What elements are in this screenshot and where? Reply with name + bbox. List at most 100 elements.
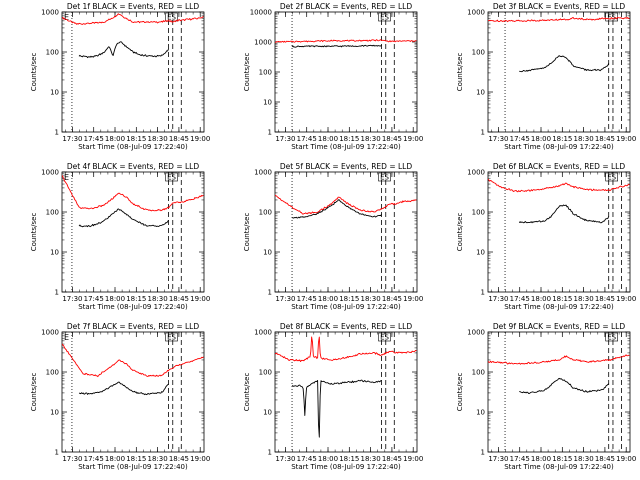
plot-frame — [61, 171, 205, 293]
panel-det-3: Det 3f BLACK = Events, RED = LLD 1 10 100 10… — [456, 2, 636, 151]
y-tick-label: 1000 — [41, 329, 59, 337]
x-tick-label: 18:45 — [382, 455, 402, 463]
y-tick-label: 10000 — [250, 9, 272, 17]
x-tick-label: 17:30 — [275, 455, 295, 463]
y-tick-label: 100 — [259, 209, 272, 217]
plot-frame — [487, 171, 631, 293]
x-tick-label: 17:30 — [275, 135, 295, 143]
panel-title: Det 7f BLACK = Events, RED = LLD — [67, 322, 200, 331]
corner-label-box — [165, 172, 178, 182]
corner-label-right: ES — [380, 174, 389, 182]
y-axis-label: Counts/sec — [456, 213, 464, 252]
y-tick-label: 10 — [50, 89, 59, 97]
x-tick-label: 19:00 — [190, 135, 210, 143]
data-layer — [62, 343, 204, 396]
y-tick-label: 10 — [263, 249, 272, 257]
corner-label-left: E — [64, 333, 69, 342]
events-series-line — [291, 379, 382, 438]
x-tick-label: 19:00 — [190, 295, 210, 303]
lld-series-line — [488, 178, 630, 193]
panel-det-1: Det 1f BLACK = Events, RED = LLD 1 10 100 10… — [30, 2, 210, 151]
y-tick-label: 1000 — [467, 169, 485, 177]
lld-series-line — [488, 17, 630, 23]
x-axis-label: Start Time (08-Jul-09 17:22:40) — [291, 143, 401, 151]
x-axis-label: Start Time (08-Jul-09 17:22:40) — [78, 143, 188, 151]
y-tick-label: 10 — [476, 89, 485, 97]
data-layer — [62, 175, 204, 228]
corner-label-right: ES — [167, 14, 176, 22]
y-tick-label: 1 — [268, 129, 272, 137]
x-tick-label: 18:00 — [105, 295, 125, 303]
x-tick-label: 17:30 — [488, 135, 508, 143]
y-axis-label: Counts/sec — [30, 373, 38, 412]
x-tick-label: 17:45 — [84, 455, 104, 463]
y-axis-label: Counts/sec — [30, 213, 38, 252]
panel-det-2: Det 2f BLACK = Events, RED = LLD 1 10 100 10… — [243, 2, 423, 151]
lld-series-line — [488, 354, 630, 365]
y-axis-label: Counts/sec — [30, 53, 38, 92]
y-tick-label: 100 — [472, 209, 485, 217]
data-layer — [488, 354, 630, 394]
events-series-line — [78, 208, 169, 228]
y-tick-label: 1 — [268, 289, 272, 297]
x-tick-label: 18:30 — [148, 455, 168, 463]
events-series-line — [78, 41, 169, 59]
y-tick-label: 1000 — [41, 169, 59, 177]
x-tick-label: 18:00 — [318, 295, 338, 303]
y-tick-label: 1000 — [467, 329, 485, 337]
panel-det-9: Det 9f BLACK = Events, RED = LLD 1 10 100 10… — [456, 322, 636, 471]
x-tick-label: 17:30 — [62, 135, 82, 143]
plot-frame — [274, 11, 418, 133]
panel-det-6: Det 6f BLACK = Events, RED = LLD 1 10 100 10… — [456, 162, 636, 311]
x-tick-label: 18:30 — [148, 295, 168, 303]
y-tick-label: 100 — [46, 209, 59, 217]
x-axis-label: Start Time (08-Jul-09 17:22:40) — [504, 303, 614, 311]
plot-frame — [487, 11, 631, 133]
x-tick-label: 19:00 — [616, 455, 636, 463]
corner-label-box — [378, 12, 391, 22]
x-tick-label: 17:30 — [488, 295, 508, 303]
x-tick-label: 18:15 — [126, 295, 146, 303]
lld-series-line — [275, 39, 417, 43]
panel-title: Det 9f BLACK = Events, RED = LLD — [493, 322, 626, 331]
y-tick-label: 1 — [55, 289, 59, 297]
panel-title: Det 5f BLACK = Events, RED = LLD — [280, 162, 413, 171]
x-tick-label: 17:45 — [84, 295, 104, 303]
y-tick-label: 10 — [476, 409, 485, 417]
data-layer — [488, 178, 630, 224]
y-tick-label: 1000 — [254, 39, 272, 47]
x-tick-label: 18:00 — [318, 455, 338, 463]
panel-title: Det 1f BLACK = Events, RED = LLD — [67, 2, 200, 11]
x-tick-label: 18:45 — [595, 135, 615, 143]
corner-label-box — [165, 332, 178, 342]
x-tick-label: 17:45 — [297, 295, 317, 303]
panel-det-5: Det 5f BLACK = Events, RED = LLD 1 10 100 10… — [243, 162, 423, 311]
x-tick-label: 18:30 — [361, 135, 381, 143]
x-tick-label: 17:30 — [275, 295, 295, 303]
y-axis-label: Counts/sec — [243, 373, 251, 412]
y-axis-label: Counts/sec — [456, 53, 464, 92]
lld-series-line — [62, 13, 204, 25]
x-tick-label: 19:00 — [403, 135, 423, 143]
x-tick-label: 18:30 — [574, 295, 594, 303]
corner-label-left: E — [64, 13, 69, 22]
panel-title: Det 4f BLACK = Events, RED = LLD — [67, 162, 200, 171]
x-tick-label: 17:45 — [84, 135, 104, 143]
x-tick-label: 18:00 — [531, 455, 551, 463]
x-tick-label: 18:00 — [318, 135, 338, 143]
lld-series-line — [62, 175, 204, 212]
events-series-line — [291, 44, 382, 48]
y-axis-label: Counts/sec — [456, 373, 464, 412]
panel-det-4: Det 4f BLACK = Events, RED = LLD 1 10 100 10… — [30, 162, 210, 311]
plot-frame — [61, 331, 205, 453]
x-tick-label: 18:15 — [552, 295, 572, 303]
y-tick-label: 100 — [46, 369, 59, 377]
x-tick-label: 18:45 — [169, 455, 189, 463]
x-tick-label: 17:30 — [488, 455, 508, 463]
x-tick-label: 18:15 — [126, 455, 146, 463]
x-axis-label: Start Time (08-Jul-09 17:22:40) — [504, 463, 614, 471]
x-tick-label: 19:00 — [403, 295, 423, 303]
panel-det-7: Det 7f BLACK = Events, RED = LLD 1 10 100 10… — [30, 322, 210, 471]
x-tick-label: 17:30 — [62, 295, 82, 303]
